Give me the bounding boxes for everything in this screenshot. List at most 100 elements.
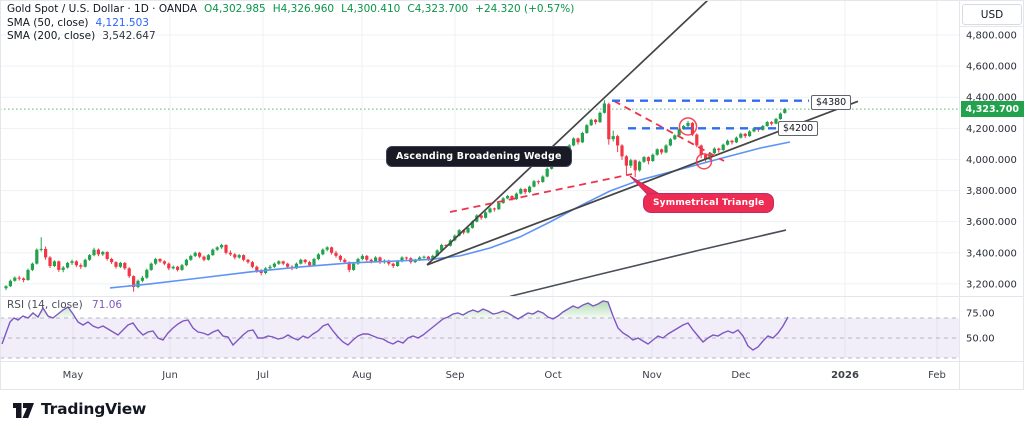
candle-body — [633, 160, 637, 171]
price-tick-label: 4,200.000 — [966, 124, 1017, 135]
candle-body — [325, 247, 329, 250]
candle-body — [712, 148, 716, 154]
rsi-label: RSI (14, close) — [7, 299, 83, 311]
sma50-legend-row[interactable]: SMA (50, close) 4,121.503 — [7, 17, 574, 31]
candle-body — [228, 252, 232, 255]
candle-body — [492, 208, 496, 210]
candle-body — [127, 268, 131, 277]
candle-body — [44, 248, 48, 258]
candle-body — [242, 255, 246, 260]
candle-body — [541, 176, 545, 183]
trendline-triangle-resistance — [613, 100, 725, 162]
candle-body — [206, 255, 210, 260]
tradingview-logo[interactable]: TradingView — [12, 399, 146, 419]
candle-body — [426, 256, 430, 260]
sma200-legend-row[interactable]: SMA (200, close) 3,542.647 — [7, 30, 574, 44]
time-tick-label: Jun — [161, 370, 178, 381]
candle-body — [347, 262, 351, 270]
candle-body — [602, 103, 606, 113]
candle-body — [316, 254, 320, 260]
candle-body — [765, 122, 769, 127]
candle-body — [237, 255, 241, 258]
candle-body — [514, 193, 518, 200]
candle-body — [510, 196, 514, 200]
ohlc-open: O4,302.985 — [204, 3, 266, 15]
price-level-label-4200[interactable]: $4200 — [778, 121, 819, 136]
candle-body — [690, 122, 694, 135]
candle-body — [470, 221, 474, 228]
currency-toggle-button[interactable]: USD — [962, 4, 1022, 25]
rsi-legend-row[interactable]: RSI (14, close) 71.06 — [7, 299, 122, 311]
rsi-band — [0, 318, 959, 358]
candle-body — [743, 133, 747, 137]
candle-body — [277, 261, 281, 264]
candle-body — [435, 250, 439, 256]
rsi-line — [1, 300, 789, 351]
price-level-label-4380[interactable]: $4380 — [811, 95, 852, 110]
candle-body — [457, 230, 461, 236]
price-change: +24.320 (+0.57%) — [475, 3, 575, 15]
candle-body — [770, 122, 774, 124]
candle-body — [646, 157, 650, 162]
candle-body — [528, 186, 532, 193]
candle-body — [431, 255, 435, 260]
candle-body — [105, 252, 109, 260]
candle-body — [778, 113, 782, 120]
candle-body — [642, 157, 646, 162]
candle-body — [717, 148, 721, 151]
candle-body — [110, 259, 114, 263]
rsi-overbought-fill — [445, 309, 517, 318]
candle-body — [677, 129, 681, 136]
candle-body — [74, 261, 78, 266]
candle-body — [576, 138, 580, 143]
candle-body — [255, 266, 259, 271]
time-tick-label: Feb — [928, 370, 946, 381]
wedge-callout-label[interactable]: Ascending Broadening Wedge — [386, 146, 572, 167]
rsi-tick-label: 75.00 — [966, 309, 995, 320]
candle-body — [352, 263, 356, 270]
candle-body — [523, 189, 527, 193]
candle-body — [149, 263, 153, 270]
candle-body — [580, 133, 584, 143]
candle-body — [167, 263, 171, 269]
candle-body — [484, 212, 488, 218]
time-tick-label: Jul — [256, 370, 269, 381]
sma50-line — [109, 141, 791, 289]
candle-body — [17, 277, 21, 279]
candle-body — [611, 136, 615, 140]
candle-body — [52, 261, 56, 267]
time-tick-label: 2026 — [831, 370, 859, 381]
candle-body — [140, 277, 144, 281]
candle-body — [444, 245, 448, 247]
candle-body — [668, 139, 672, 146]
candle-body — [497, 203, 501, 210]
candle-body — [651, 154, 655, 162]
triangle-callout-label[interactable]: Symmetrical Triangle — [643, 193, 775, 213]
candle-body — [440, 245, 444, 251]
candle-body — [303, 259, 307, 263]
candle-body — [4, 286, 8, 289]
candle-body — [638, 161, 642, 171]
price-tick-label: 4,800.000 — [966, 31, 1017, 42]
candle-body — [215, 247, 219, 250]
candle-body — [734, 137, 738, 143]
candle-body — [418, 257, 422, 260]
candle-body — [629, 160, 633, 166]
symbol-legend-row[interactable]: Gold Spot / U.S. Dollar · 1D · OANDA O4,… — [7, 3, 574, 17]
candle-body — [616, 136, 620, 146]
sma50-label: SMA (50, close) — [7, 16, 89, 29]
candle-body — [299, 259, 303, 264]
candle-body — [374, 257, 378, 262]
candle-body — [66, 262, 70, 268]
candle-body — [123, 262, 127, 269]
last-price-badge[interactable]: 4,323.700 — [960, 101, 1024, 118]
candle-body — [466, 227, 470, 233]
candle-body — [343, 259, 347, 263]
candle-body — [268, 266, 272, 269]
candle-body — [30, 263, 34, 270]
candle-body — [589, 119, 593, 126]
candle-body — [193, 252, 197, 256]
candle-body — [83, 259, 87, 267]
candle-body — [356, 259, 360, 264]
